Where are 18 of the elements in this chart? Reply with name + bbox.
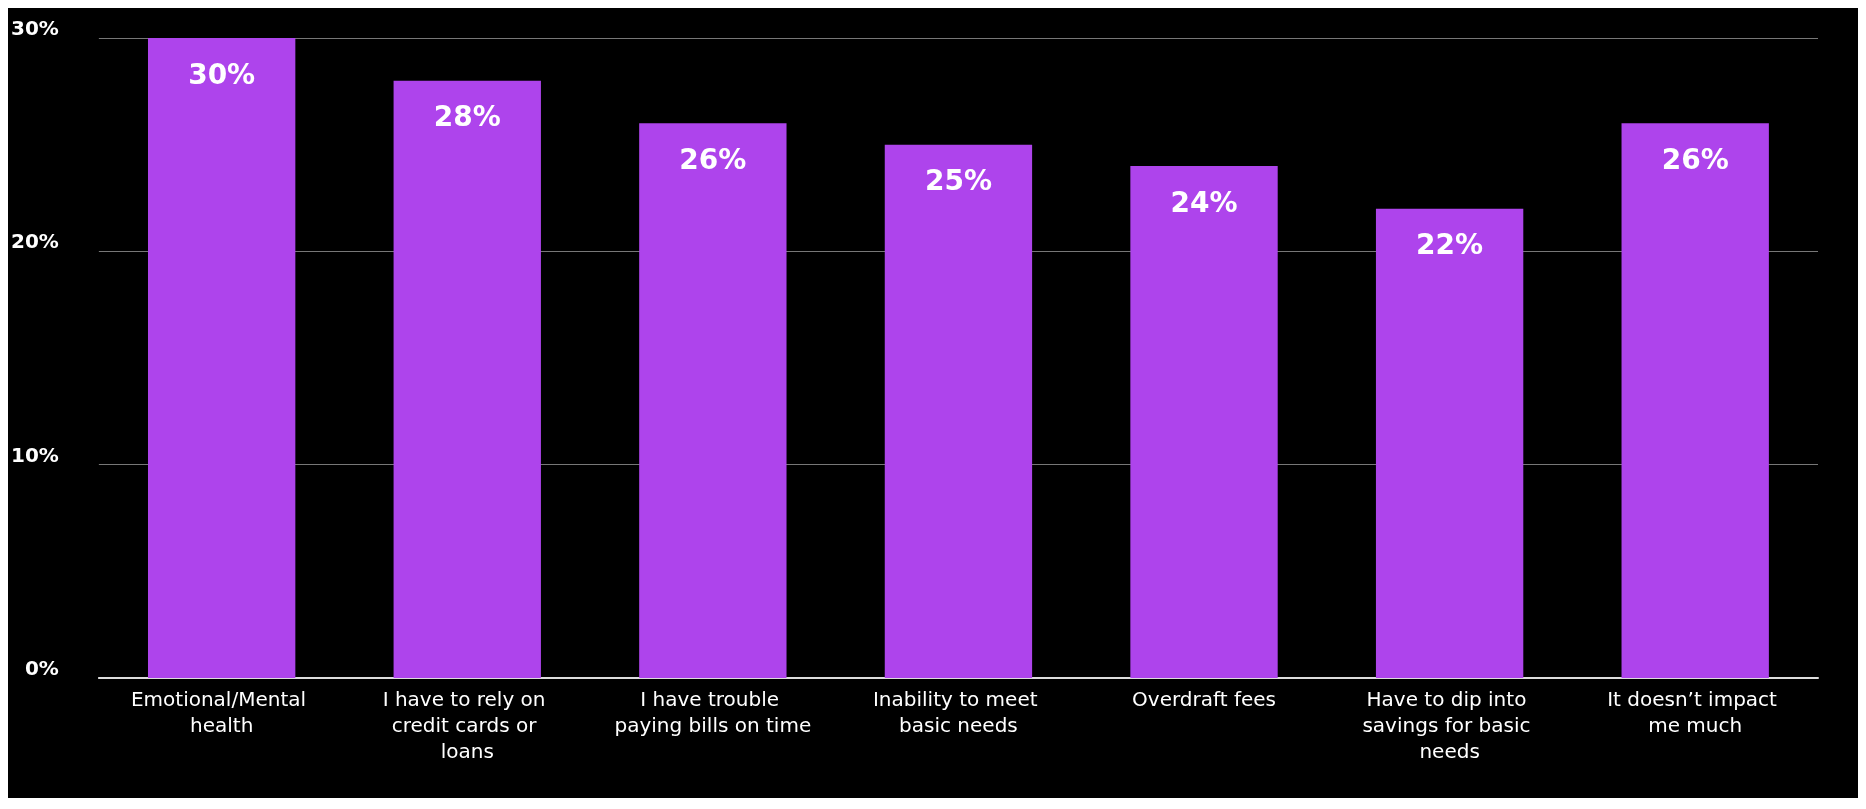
data-label: 24% — [1170, 185, 1238, 219]
y-tick-label: 10% — [11, 442, 59, 467]
data-label: 25% — [924, 164, 992, 198]
data-label: 30% — [188, 57, 256, 91]
y-tick-label: 20% — [11, 229, 59, 254]
x-tick-label: It doesn’t impact me much — [1607, 687, 1784, 737]
x-tick-label: I have trouble paying bills on time — [614, 687, 812, 737]
x-tick-label: I have to rely on credit cards or loans — [382, 687, 552, 763]
x-tick-label: Emotional/Mental health — [130, 687, 313, 737]
x-tick-label: Overdraft fees — [1132, 687, 1276, 711]
y-tick-label: 0% — [24, 656, 59, 680]
data-label: 28% — [433, 100, 501, 134]
x-tick-label: Inability to meet basic needs — [872, 687, 1044, 737]
x-tick-label: Have to dip into savings for basic needs — [1362, 687, 1537, 763]
data-label: 26% — [1661, 142, 1729, 176]
data-label: 26% — [679, 142, 747, 176]
y-tick-label: 30% — [11, 16, 59, 40]
data-label: 22% — [1416, 228, 1484, 262]
